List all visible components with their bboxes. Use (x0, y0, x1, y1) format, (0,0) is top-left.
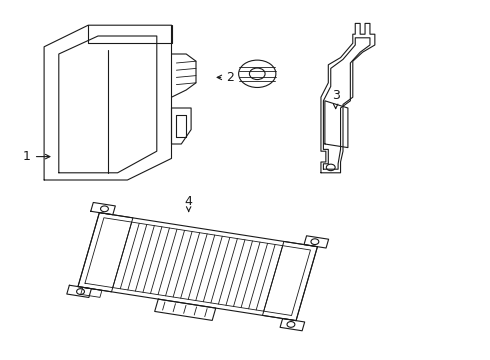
Text: 2: 2 (217, 71, 234, 84)
Text: 4: 4 (185, 195, 193, 211)
Text: 3: 3 (332, 89, 340, 109)
Text: 1: 1 (23, 150, 50, 163)
